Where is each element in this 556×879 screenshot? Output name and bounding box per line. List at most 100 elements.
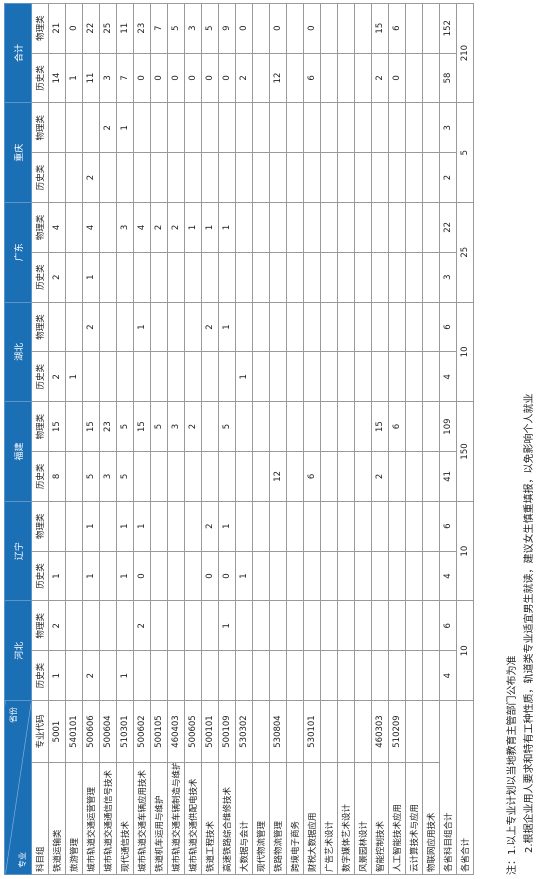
- quota: 11: [82, 53, 100, 103]
- quota: [252, 401, 270, 452]
- major-name: 城市轨道交通车辆制造与维护: [167, 762, 185, 875]
- quota: [405, 152, 423, 203]
- quota: 23: [133, 3, 151, 54]
- quota: 0: [167, 53, 185, 103]
- major-name: 智能控制技术: [371, 762, 389, 875]
- province: 合计: [4, 3, 32, 103]
- quota: [422, 650, 440, 701]
- major-name: 铁道运输类: [48, 762, 66, 875]
- quota: [201, 451, 219, 502]
- quota: [150, 551, 168, 601]
- data-row: 现代通信技术 510301 1 1 1 5 5 3 1 7 11: [116, 3, 134, 875]
- quota: 23: [99, 401, 117, 452]
- quota: [337, 650, 355, 701]
- quota: 3: [116, 202, 134, 253]
- total-value: 109: [439, 401, 457, 452]
- quota: [65, 650, 83, 701]
- data-row: 数字媒体艺术设计: [337, 3, 355, 875]
- quota: [184, 302, 202, 352]
- quota: 5: [150, 401, 168, 452]
- total-value: 3: [439, 252, 457, 303]
- quota: [201, 102, 219, 153]
- quota: [286, 401, 304, 452]
- quota: [422, 302, 440, 352]
- quota: 0: [184, 53, 202, 103]
- quota: 0: [269, 3, 287, 54]
- quota: [286, 501, 304, 552]
- quota: [48, 152, 66, 203]
- quota: [99, 152, 117, 203]
- quota: 15: [48, 401, 66, 452]
- subheader-row: 科目组 专业代码 历史类 物理类 历史类 物理类 历史类 物理类 历史类 物理类 历史类 物理类 历史类…: [31, 3, 49, 875]
- quota: 1: [218, 302, 236, 352]
- quota: 6: [303, 53, 321, 103]
- quota: [184, 551, 202, 601]
- major-name: 人工智能技术应用: [388, 762, 406, 875]
- quota: [286, 252, 304, 303]
- major-code: 500101: [201, 700, 219, 763]
- quota: 6: [303, 451, 321, 502]
- quota: [269, 551, 287, 601]
- plan-table: 省份 专业 河北 辽宁 福建 湖北 广东 重庆 合计 科目组 专业代码 历史类 物理类 历史类 物理类 历史类…: [4, 3, 474, 875]
- province: 福建: [4, 401, 32, 502]
- quota: [99, 501, 117, 552]
- quota: 1: [82, 252, 100, 303]
- quota: [354, 551, 372, 601]
- quota: [235, 401, 253, 452]
- quota: [235, 252, 253, 303]
- quota: 7: [150, 3, 168, 54]
- quota: [235, 650, 253, 701]
- quota: 1: [82, 501, 100, 552]
- column-label: 专业代码: [31, 700, 49, 763]
- quota: [116, 252, 134, 303]
- major-name: 旅游管理: [65, 762, 83, 875]
- quota: 1: [133, 501, 151, 552]
- quota: 0: [65, 3, 83, 54]
- quota: 0: [303, 3, 321, 54]
- total-value: 25: [456, 202, 474, 303]
- data-row: 城市轨道交通车辆应用技术 500602 2 0 1 15 1 4 0 23: [133, 3, 151, 875]
- subject-total-row: 各省科目组合计 4 6 4 6 41 109 4 6 3 22 2 3 58 152: [439, 3, 457, 875]
- data-row: 风景园林设计: [354, 3, 372, 875]
- quota: [184, 152, 202, 203]
- quota: 1: [218, 600, 236, 651]
- province: 湖北: [4, 302, 32, 402]
- quota: [371, 102, 389, 153]
- quota: 22: [82, 3, 100, 54]
- quota: [116, 152, 134, 203]
- data-row: 铁道工程技术 500101 0 2 2 1 0 5: [201, 3, 219, 875]
- column-label: 物理类: [31, 501, 49, 552]
- quota: 2: [201, 501, 219, 552]
- quota: [82, 102, 100, 153]
- quota: [388, 551, 406, 601]
- quota: [371, 551, 389, 601]
- data-row: 广告艺术设计: [320, 3, 338, 875]
- data-row: 智能控制技术 460303 2 15 2 15: [371, 3, 389, 875]
- quota: [150, 252, 168, 303]
- total-label: 各省合计: [456, 700, 474, 875]
- quota: [269, 351, 287, 402]
- total-value: 210: [456, 3, 474, 103]
- column-label: 历史类: [31, 451, 49, 502]
- quota: [320, 202, 338, 253]
- quota: [235, 451, 253, 502]
- major-name: 城市轨道交通供配电技术: [184, 762, 202, 875]
- quota: [218, 451, 236, 502]
- quota: [184, 451, 202, 502]
- data-row: 现代物流管理: [252, 3, 270, 875]
- quota: [354, 152, 372, 203]
- quota: 12: [269, 451, 287, 502]
- quota: [371, 302, 389, 352]
- quota: 1: [218, 202, 236, 253]
- quota: [337, 351, 355, 402]
- quota: [269, 302, 287, 352]
- quota: [303, 650, 321, 701]
- quota: [422, 351, 440, 402]
- major-code: [354, 700, 372, 763]
- quota: [371, 252, 389, 303]
- total-value: 2: [439, 152, 457, 203]
- quota: 5: [116, 451, 134, 502]
- total-label: 各省科目组合计: [439, 700, 457, 875]
- quota: [388, 102, 406, 153]
- quota: 4: [133, 202, 151, 253]
